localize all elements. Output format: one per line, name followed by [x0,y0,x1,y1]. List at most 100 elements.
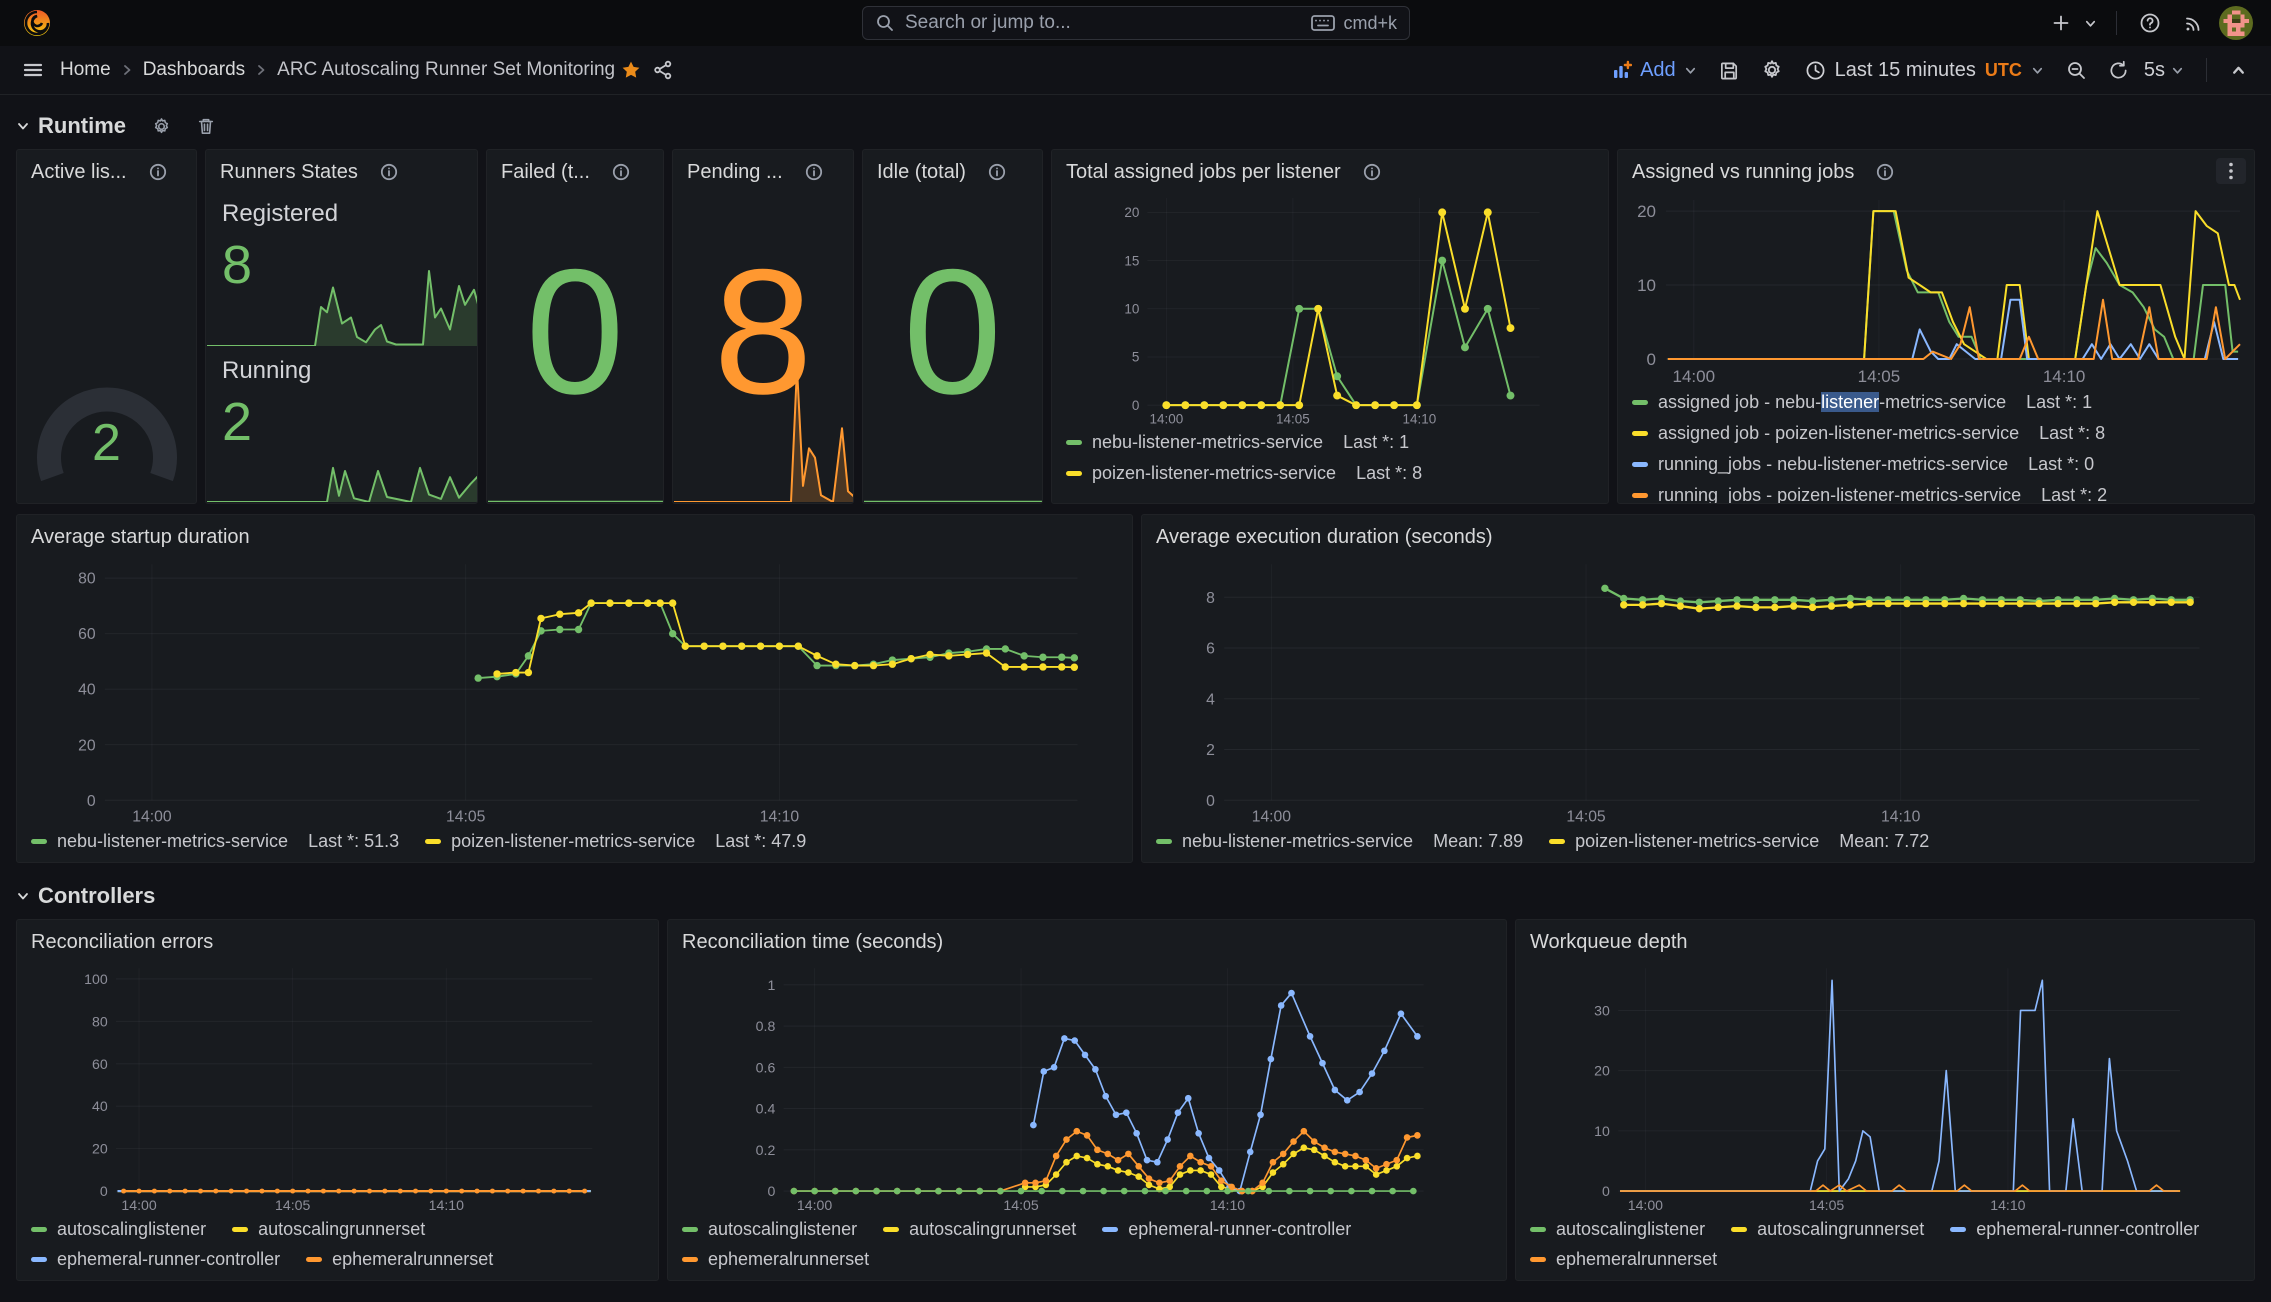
time-range-picker[interactable]: Last 15 minutes UTC [1795,53,2054,88]
help-button[interactable] [2131,4,2169,42]
collapse-toolbar-button[interactable] [2219,51,2257,89]
legend-item[interactable]: autoscalingrunnerset [232,1218,425,1240]
panel-reconciliation-time[interactable]: Reconciliation time (seconds) 0 0.2 0.4 0.6… [667,919,1507,1281]
new-button[interactable] [2042,4,2080,42]
legend-color-chip [425,838,442,844]
svg-text:14:10: 14:10 [1210,1197,1245,1213]
legend-item[interactable]: running_jobs - nebu-listener-metrics-ser… [1632,453,2240,475]
row-delete-button[interactable] [197,117,215,135]
legend-item[interactable]: autoscalinglistener [682,1218,857,1240]
workqueue-depth-chart[interactable]: 0 10 20 30 14:00 14:05 14:10 [1516,960,2254,1216]
panel-title[interactable]: Reconciliation errors [31,930,214,953]
panel-failed[interactable]: Failed (t... 0 [486,149,664,504]
legend-item[interactable]: poizen-listener-metrics-service Mean: 7.7… [1549,830,1929,852]
avatar[interactable] [2219,6,2253,40]
info-icon[interactable] [612,163,630,181]
row-runtime-toggle[interactable]: Runtime [16,113,126,139]
dashboard-canvas: Runtime Active lis... 2 [0,95,2271,1281]
svg-text:14:00: 14:00 [1628,1197,1663,1213]
legend-item[interactable]: running_jobs - poizen-listener-metrics-s… [1632,484,2240,503]
panel-assigned-vs-running[interactable]: Assigned vs running jobs 0 10 20 14:00 14:05… [1617,149,2255,504]
legend-item[interactable]: poizen-listener-metrics-service Last *: 8 [1066,462,1594,484]
add-panel-button[interactable]: Add [1602,53,1707,88]
mega-menu-button[interactable] [14,51,52,89]
news-button[interactable] [2175,4,2213,42]
panel-avg-startup-duration[interactable]: Average startup duration 0 20 40 60 80 14:00 1… [16,514,1133,863]
panel-title[interactable]: Assigned vs running jobs [1632,160,1855,183]
new-menu-caret[interactable] [2078,4,2102,42]
panel-title[interactable]: Reconciliation time (seconds) [682,930,944,953]
row-settings-button[interactable] [152,117,171,136]
legend-item[interactable]: nebu-listener-metrics-service Last *: 51.… [31,830,399,852]
legend-item[interactable]: autoscalinglistener [1530,1218,1705,1240]
favorite-button[interactable] [615,51,647,89]
legend-item[interactable]: ephemeralrunnerset [306,1248,493,1270]
panel-title[interactable]: Total assigned jobs per listener [1066,160,1341,183]
legend-item[interactable]: ephemeral-runner-controller [1950,1218,2199,1240]
svg-text:14:05: 14:05 [1858,367,1901,386]
info-icon[interactable] [1876,163,1894,181]
legend-label: poizen-listener-metrics-service [1092,462,1337,483]
save-dashboard-button[interactable] [1711,51,1749,89]
info-icon[interactable] [380,163,398,181]
reconciliation-time-chart[interactable]: 0 0.2 0.4 0.6 0.8 1 14:00 14:05 14:10 [668,960,1506,1216]
breadcrumb-home[interactable]: Home [60,59,111,80]
svg-text:20: 20 [1124,205,1139,220]
info-icon[interactable] [805,163,823,181]
legend-item[interactable]: autoscalingrunnerset [883,1218,1076,1240]
panel-menu-button[interactable] [2216,158,2246,184]
panel-runners-states[interactable]: Runners States Registered 8 Running 2 [205,149,478,504]
legend-item[interactable]: nebu-listener-metrics-service Mean: 7.89 [1156,830,1523,852]
legend-item[interactable]: ephemeralrunnerset [682,1248,869,1270]
info-icon[interactable] [1363,163,1381,181]
legend-item[interactable]: autoscalingrunnerset [1731,1218,1924,1240]
grafana-logo[interactable] [18,4,56,42]
zoom-out-button[interactable] [2058,51,2096,89]
dashboard-settings-button[interactable] [1753,51,1791,89]
panel-avg-execution-duration[interactable]: Average execution duration (seconds) 0 2 4… [1141,514,2255,863]
panel-title[interactable]: Active lis... [31,160,127,183]
legend-label: autoscalinglistener [1556,1218,1706,1239]
info-icon[interactable] [149,163,167,181]
legend-item[interactable]: autoscalinglistener [31,1218,206,1240]
legend-item[interactable]: ephemeral-runner-controller [31,1248,280,1270]
panel-title[interactable]: Failed (t... [501,160,590,183]
panel-title[interactable]: Runners States [220,160,358,183]
row-controllers-toggle[interactable]: Controllers [16,883,155,909]
breadcrumb-dashboards[interactable]: Dashboards [142,59,246,80]
legend-color-chip [1632,461,1648,467]
share-button[interactable] [647,51,679,89]
refresh-button[interactable] [2100,51,2138,89]
info-icon[interactable] [988,163,1006,181]
legend-item[interactable]: assigned job - poizen-listener-metrics-s… [1632,422,2240,444]
search-input[interactable]: Search or jump to... cmd+k [862,6,1410,40]
assigned-vs-running-chart[interactable]: 0 10 20 14:00 14:05 14:10 [1618,190,2254,389]
plus-icon [2053,15,2069,31]
timezone-label: UTC [1984,59,2022,80]
svg-text:4: 4 [1206,691,1215,708]
panel-title[interactable]: Average execution duration (seconds) [1156,525,1493,548]
panel-title[interactable]: Idle (total) [877,160,966,183]
legend-item[interactable]: poizen-listener-metrics-service Last *: 4… [425,830,806,852]
avg-execution-duration-chart[interactable]: 0 2 4 6 8 14:00 14:05 14:10 [1142,555,2254,828]
refresh-interval-picker[interactable]: 5s [2142,53,2194,88]
panel-total-assigned-jobs[interactable]: Total assigned jobs per listener 0 5 10 15 2… [1051,149,1609,504]
panel-title[interactable]: Average startup duration [31,525,250,548]
panel-title[interactable]: Pending ... [687,160,783,183]
avg-startup-duration-chart[interactable]: 0 20 40 60 80 14:00 14:05 14:10 [17,555,1132,828]
reconciliation-errors-chart[interactable]: 0 20 40 60 80 100 14:00 14:05 14:10 [17,960,658,1216]
total-assigned-jobs-chart[interactable]: 0 5 10 15 20 14:00 14:05 14:10 [1052,190,1608,429]
panel-title[interactable]: Workqueue depth [1530,930,1688,953]
panel-active-listeners[interactable]: Active lis... 2 [16,149,197,504]
legend-stat: Mean: 7.89 [1433,830,1524,851]
legend-item[interactable]: ephemeral-runner-controller [1102,1218,1351,1240]
panel-pending[interactable]: Pending ... 8 [672,149,854,504]
legend-stat: Mean: 7.72 [1839,830,1930,851]
legend-item[interactable]: nebu-listener-metrics-service Last *: 1 [1066,431,1594,453]
panel-reconciliation-errors[interactable]: Reconciliation errors 0 20 40 60 80 100 14:00 1… [16,919,659,1281]
legend-color-chip [31,838,47,844]
panel-idle[interactable]: Idle (total) 0 [862,149,1043,504]
legend-item[interactable]: assigned job - nebu-listener-metrics-ser… [1632,391,2240,413]
legend-item[interactable]: ephemeralrunnerset [1530,1248,1717,1270]
panel-workqueue-depth[interactable]: Workqueue depth 0 10 20 30 14:00 14:05 14:10 a… [1515,919,2255,1281]
